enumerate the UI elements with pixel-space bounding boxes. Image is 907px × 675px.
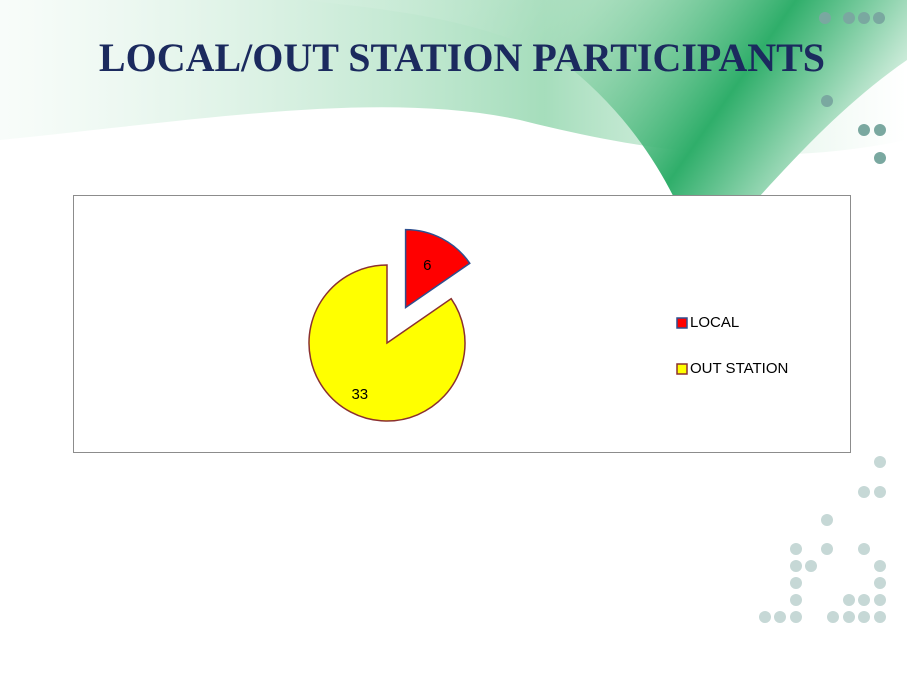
pie-slice: [308, 264, 466, 422]
legend-label: OUT STATION: [690, 360, 788, 377]
chart-title: LOCAL/OUT STATION PARTICIPANTS: [99, 35, 825, 80]
legend-label: LOCAL: [690, 314, 739, 331]
decor-dots: [790, 12, 886, 246]
decor-dots: [759, 377, 886, 623]
legend-swatch: [676, 363, 688, 375]
pie-slice: [404, 228, 471, 310]
data-label: 33: [351, 386, 368, 403]
legend-swatch: [676, 317, 688, 329]
data-label: 6: [423, 257, 431, 274]
